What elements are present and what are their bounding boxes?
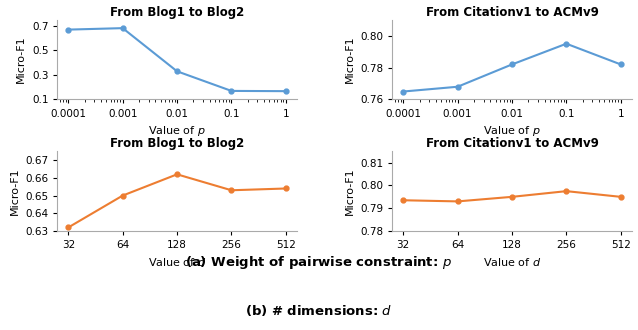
X-axis label: Value of $d$: Value of $d$: [483, 255, 541, 268]
Title: From Blog1 to Blog2: From Blog1 to Blog2: [110, 137, 244, 150]
X-axis label: Value of $p$: Value of $p$: [483, 124, 541, 138]
Y-axis label: Micro-F1: Micro-F1: [10, 167, 20, 215]
X-axis label: Value of $p$: Value of $p$: [148, 124, 206, 138]
Y-axis label: Micro-F1: Micro-F1: [345, 167, 355, 215]
Text: (b) # dimensions: $d$: (b) # dimensions: $d$: [245, 303, 393, 318]
Y-axis label: Micro-F1: Micro-F1: [17, 36, 26, 83]
Title: From Citationv1 to ACMv9: From Citationv1 to ACMv9: [426, 6, 598, 18]
Text: (a) Weight of pairwise constraint: $p$: (a) Weight of pairwise constraint: $p$: [186, 254, 452, 271]
X-axis label: Value of $d$: Value of $d$: [148, 255, 206, 268]
Title: From Citationv1 to ACMv9: From Citationv1 to ACMv9: [426, 137, 598, 150]
Y-axis label: Micro-F1: Micro-F1: [345, 36, 355, 83]
Title: From Blog1 to Blog2: From Blog1 to Blog2: [110, 6, 244, 18]
